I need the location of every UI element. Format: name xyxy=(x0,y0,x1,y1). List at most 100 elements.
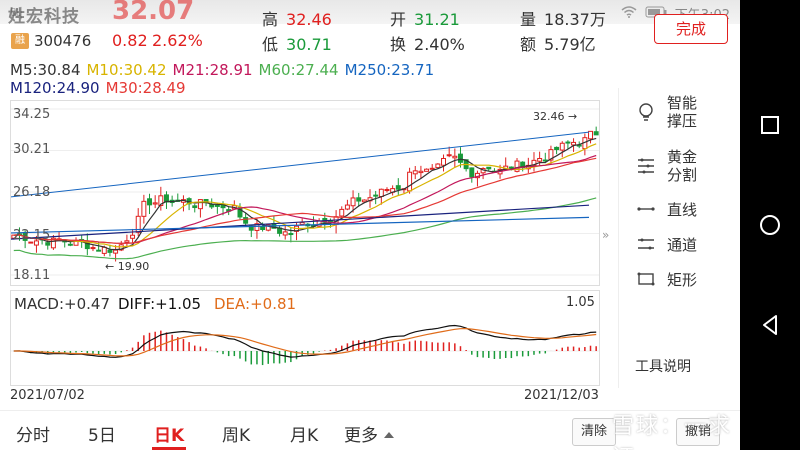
candle-body xyxy=(344,204,350,210)
candle-body xyxy=(356,197,362,202)
ma-legend-row-1: M5:30.84 M10:30.42 M21:28.91 M60:27.44 M250:… xyxy=(10,61,440,79)
tool-line[interactable]: 直线 xyxy=(635,198,697,220)
kline-chart[interactable]: 32.46 → ← 19.90 xyxy=(10,100,600,286)
low-annotation: ← 19.90 xyxy=(105,260,149,273)
date-start: 2021/07/02 xyxy=(10,388,85,403)
macd-value: MACD:+0.47 xyxy=(14,295,110,313)
y-tick-1: 34.25 xyxy=(13,107,51,122)
done-button[interactable]: 完成 xyxy=(654,14,728,44)
candle-body xyxy=(101,246,107,254)
quote-low-value: 30.71 xyxy=(286,35,332,54)
macd-svg xyxy=(11,324,599,366)
quote-low-label: 低 xyxy=(262,35,279,54)
tool-golden-label-1: 黄金 xyxy=(667,148,698,166)
dea-line xyxy=(13,327,597,357)
quote-turnover-value: 2.40% xyxy=(414,35,465,54)
y-tick-5: 18.11 xyxy=(13,268,51,283)
home-button[interactable] xyxy=(740,195,800,255)
tool-smart-support[interactable]: 智能 撑压 xyxy=(635,94,697,130)
candle-body xyxy=(339,208,345,217)
candle-body xyxy=(378,188,384,197)
tool-golden-split[interactable]: 黄金 分割 xyxy=(635,148,697,184)
candle-body xyxy=(45,242,51,246)
y-tick-4: 22.15 xyxy=(13,228,51,243)
status-text: 叫 xyxy=(10,7,24,22)
upper-trendline xyxy=(11,131,590,198)
dea-value: DEA:+0.81 xyxy=(214,295,297,313)
diff-value: DIFF:+1.05 xyxy=(118,295,202,313)
quote-turnover-label: 换 xyxy=(390,35,407,54)
candle-body xyxy=(458,153,463,163)
tab-more-label: 更多 xyxy=(344,426,378,446)
tool-channel[interactable]: 通道 xyxy=(635,233,697,255)
undo-button[interactable]: 撤销 xyxy=(676,418,721,446)
recent-apps-button[interactable] xyxy=(740,95,800,155)
wifi-icon xyxy=(621,5,637,22)
candle-body xyxy=(424,168,430,172)
candle-body xyxy=(418,170,424,174)
candle-body xyxy=(214,204,220,207)
rectangle-icon xyxy=(635,268,657,290)
tab-monthly-k[interactable]: 月K xyxy=(290,426,319,446)
candle-body xyxy=(243,217,249,224)
tab-more[interactable]: 更多 xyxy=(344,421,394,446)
date-end: 2021/12/03 xyxy=(524,388,599,403)
y-tick-3: 26.18 xyxy=(13,185,51,200)
stock-code: 300476 xyxy=(34,32,92,50)
candle-body xyxy=(350,197,356,207)
candle-body xyxy=(361,199,367,203)
candle-body xyxy=(28,241,34,244)
drawing-tools-panel: 智能 撑压 黄金 分割 直线 通道 矩形 xyxy=(618,88,736,388)
candle-body xyxy=(537,157,543,162)
candle-body xyxy=(469,167,475,178)
tool-help-link[interactable]: 工具说明 xyxy=(635,359,691,375)
ma-legend-row-2: M120:24.90 M30:28.49 xyxy=(10,79,192,97)
candle-body xyxy=(452,155,458,159)
candle-body xyxy=(50,237,56,249)
app-screen: 叫 下午3:02 姓宏科技 32.07 融 300476 0.82 2.62% … xyxy=(0,0,740,450)
quote-open-value: 31.21 xyxy=(414,10,460,29)
candle-body xyxy=(441,157,446,166)
candle-body xyxy=(282,231,288,236)
ma120-line xyxy=(11,204,590,240)
macd-chart[interactable] xyxy=(10,290,600,386)
candle-body xyxy=(299,221,305,225)
candle-body xyxy=(209,203,215,208)
candle-body xyxy=(588,130,593,140)
candle-body xyxy=(395,185,401,190)
quote-high-value: 32.46 xyxy=(286,10,332,29)
price-change: 0.82 xyxy=(112,31,148,50)
tab-intraday[interactable]: 分时 xyxy=(16,426,50,446)
candle-body xyxy=(254,223,260,231)
tool-rectangle[interactable]: 矩形 xyxy=(635,268,697,290)
ma60-label: M60:27.44 xyxy=(258,61,339,79)
candle-body xyxy=(135,215,141,233)
ma30-label: M30:28.49 xyxy=(105,79,186,97)
candle-body xyxy=(124,240,130,243)
candle-body xyxy=(288,233,294,236)
clear-button[interactable]: 清除 xyxy=(572,418,617,446)
tab-weekly-k[interactable]: 周K xyxy=(222,426,251,446)
candle-body xyxy=(192,205,198,209)
expand-chevron-icon[interactable]: » xyxy=(602,228,610,242)
candle-body xyxy=(33,240,39,246)
back-button[interactable] xyxy=(740,295,800,355)
candle-body xyxy=(486,166,492,170)
tool-smart-label-2: 撑压 xyxy=(667,112,698,130)
candle-body xyxy=(197,199,203,210)
candle-body xyxy=(548,149,554,161)
quote-header: 叫 下午3:02 姓宏科技 32.07 融 300476 0.82 2.62% … xyxy=(0,0,740,56)
candle-body xyxy=(147,198,152,206)
tab-5day[interactable]: 5日 xyxy=(88,426,116,446)
ma5-line xyxy=(13,137,597,251)
ma250-label: M250:23.71 xyxy=(344,61,435,79)
tab-daily-k[interactable]: 日K xyxy=(154,426,185,446)
period-tab-bar: 分时 5日 日K 周K 月K 更多 xyxy=(0,410,740,450)
candle-body xyxy=(107,249,113,253)
candle-body xyxy=(265,224,271,231)
macd-max-label: 1.05 xyxy=(566,295,595,310)
candle-body xyxy=(407,171,413,192)
tool-golden-label-2: 分割 xyxy=(667,166,698,184)
candle-body xyxy=(90,247,96,250)
status-left: 叫 xyxy=(10,3,23,22)
